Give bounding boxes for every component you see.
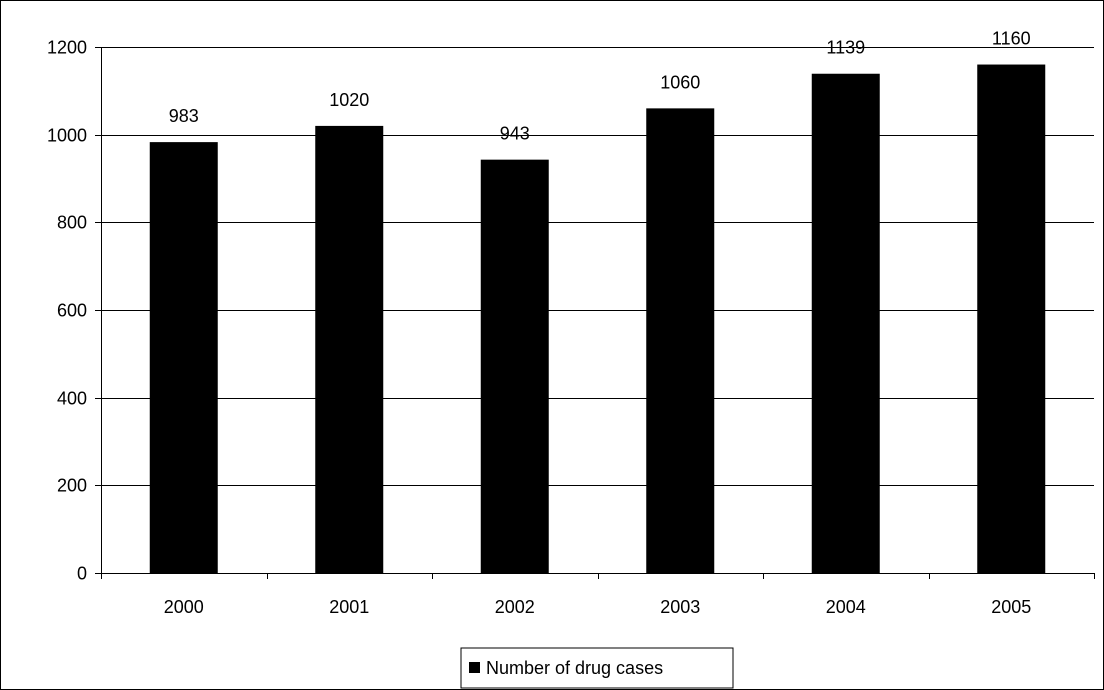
legend-label: Number of drug cases: [486, 658, 663, 678]
gridlines: [101, 47, 1094, 486]
legend-box: [460, 647, 734, 689]
bars: [149, 64, 1046, 574]
y-tick-label: 1000: [47, 126, 87, 146]
bar-2001: [315, 125, 384, 574]
bar-2004: [811, 73, 880, 573]
data-label-2000: 983: [169, 106, 199, 126]
axes: [101, 47, 1094, 574]
bar-2005: [977, 64, 1046, 574]
x-tick-label: 2001: [329, 597, 369, 617]
y-tick-label: 1200: [47, 38, 87, 58]
y-tick-label: 200: [57, 476, 87, 496]
y-tick-label: 400: [57, 389, 87, 409]
x-tick-label: 2003: [660, 597, 700, 617]
x-axis-ticks: 2000 2001 2002 2003 2004 2005: [101, 573, 1095, 617]
x-tick-label: 2000: [164, 597, 204, 617]
data-label-2002: 943: [500, 124, 530, 144]
data-label-2005: 1160: [992, 29, 1031, 49]
data-label-2004: 1139: [826, 38, 865, 58]
x-tick-label: 2002: [495, 597, 535, 617]
legend: Number of drug cases: [460, 647, 734, 689]
y-axis-ticks: 0 200 400 600 800 1000 1200: [47, 38, 101, 584]
y-tick-label: 600: [57, 301, 87, 321]
x-tick-label: 2005: [991, 597, 1031, 617]
legend-swatch: [469, 662, 480, 673]
y-tick-label: 800: [57, 213, 87, 233]
bar-2000: [149, 142, 218, 573]
data-label-2001: 1020: [329, 90, 369, 110]
data-label-2003: 1060: [660, 72, 700, 92]
y-tick-label: 0: [77, 564, 87, 584]
bar-2003: [646, 108, 715, 573]
data-labels: 983 1020 943 1060 1139 1160: [169, 29, 1031, 144]
bar-2002: [480, 159, 549, 573]
x-tick-label: 2004: [826, 597, 866, 617]
